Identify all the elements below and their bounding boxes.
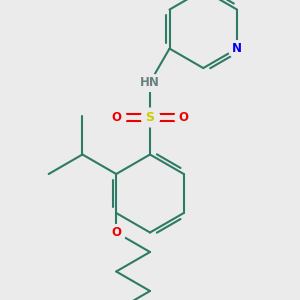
Text: N: N bbox=[232, 42, 242, 55]
Text: O: O bbox=[178, 111, 188, 124]
Text: O: O bbox=[111, 226, 121, 239]
Text: HN: HN bbox=[140, 76, 160, 89]
Text: O: O bbox=[112, 111, 122, 124]
Text: S: S bbox=[146, 111, 154, 124]
